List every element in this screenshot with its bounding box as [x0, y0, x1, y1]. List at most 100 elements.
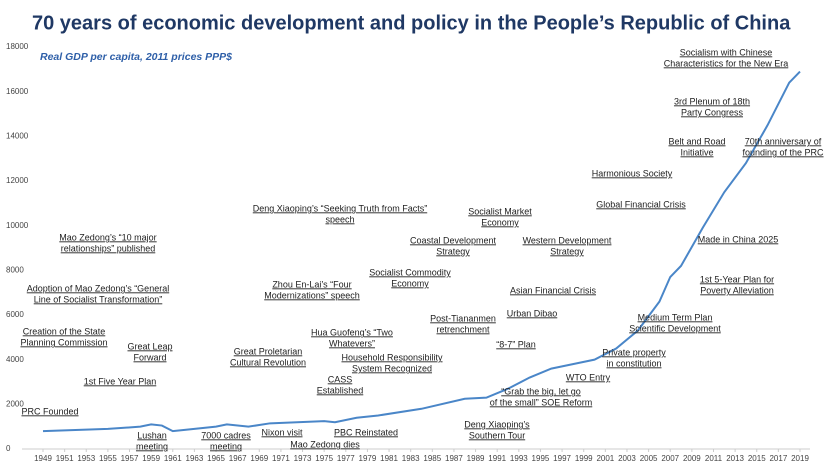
x-tick-label: 2015 — [748, 454, 766, 463]
annotation: Mao Zedong dies — [290, 439, 360, 449]
x-tick-label: 1957 — [121, 454, 139, 463]
x-tick-label: 1961 — [164, 454, 182, 463]
annotation: Characteristics for the New Era — [664, 58, 789, 68]
annotation: relationships” published — [61, 243, 156, 253]
annotation: Zhou En-Lai’s “Four — [272, 279, 351, 289]
annotation: Great Proletarian — [234, 346, 303, 356]
x-tick-label: 1987 — [445, 454, 463, 463]
x-tick-label: 2013 — [726, 454, 744, 463]
annotation: founding of the PRC — [742, 147, 824, 157]
annotation: of the small” SOE Reform — [490, 397, 593, 407]
x-tick-label: 1993 — [510, 454, 528, 463]
annotation: Strategy — [436, 246, 470, 256]
x-tick-label: 2003 — [618, 454, 636, 463]
annotation: Southern Tour — [469, 430, 525, 440]
gdp-line — [42, 70, 801, 433]
annotation: Urban Dibao — [507, 308, 558, 318]
annotation: 1st 5-Year Plan for — [700, 274, 774, 284]
annotation: Socialism with Chinese — [680, 47, 773, 57]
annotation: Asian Financial Crisis — [510, 285, 597, 295]
annotation: Deng Xiaoping’s “Seeking Truth from Fact… — [253, 203, 427, 213]
x-tick-label: 2019 — [791, 454, 809, 463]
annotation: Socialist Market — [468, 206, 532, 216]
x-tick-label: 2005 — [640, 454, 658, 463]
chart-title: 70 years of economic development and pol… — [32, 12, 791, 34]
x-tick-label: 1975 — [315, 454, 333, 463]
annotation: “8-7” Plan — [496, 339, 536, 349]
annotation: Socialist Commodity — [369, 267, 451, 277]
x-tick-label: 1953 — [77, 454, 95, 463]
annotation: Western Development — [523, 235, 612, 245]
annotation: meeting — [136, 441, 168, 451]
x-tick-label: 2017 — [769, 454, 787, 463]
x-tick-label: 1949 — [34, 454, 52, 463]
annotation: Great Leap — [127, 341, 172, 351]
annotation: Mao Zedong’s “10 major — [59, 232, 156, 242]
annotation: Global Financial Crisis — [596, 199, 686, 209]
x-tick-label: 1969 — [250, 454, 268, 463]
x-tick-label: 1985 — [423, 454, 441, 463]
x-tick-label: 1955 — [99, 454, 117, 463]
annotation: Deng Xiaoping’s — [464, 419, 530, 429]
annotation: speech — [325, 214, 354, 224]
annotation: Strategy — [550, 246, 584, 256]
x-tick-label: 1999 — [575, 454, 593, 463]
y-tick-label: 4000 — [6, 355, 24, 364]
x-tick-label: 1971 — [272, 454, 290, 463]
annotation: Medium Term Plan — [638, 312, 713, 322]
annotation: Poverty Alleviation — [700, 285, 774, 295]
x-tick-label: 1963 — [186, 454, 204, 463]
annotation: 7000 cadres — [201, 430, 251, 440]
annotation: PBC Reinstated — [334, 427, 398, 437]
y-tick-label: 18000 — [6, 42, 29, 51]
y-tick-label: 8000 — [6, 265, 24, 274]
x-tick-label: 1989 — [467, 454, 485, 463]
x-tick-label: 1979 — [359, 454, 377, 463]
x-tick-label: 2001 — [596, 454, 614, 463]
x-tick-label: 1997 — [553, 454, 571, 463]
x-tick-label: 1981 — [380, 454, 398, 463]
annotation: Economy — [391, 278, 429, 288]
annotation: PRC Founded — [21, 406, 78, 416]
annotation: WTO Entry — [566, 372, 611, 382]
x-tick-label: 1995 — [532, 454, 550, 463]
annotation: in constitution — [606, 358, 661, 368]
y-tick-label: 12000 — [6, 176, 29, 185]
annotation: Lushan — [137, 430, 167, 440]
annotation: Harmonious Society — [592, 168, 673, 178]
x-tick-label: 1959 — [142, 454, 160, 463]
annotation: Creation of the State — [23, 326, 106, 336]
annotation: CASS — [328, 374, 353, 384]
annotation: meeting — [210, 441, 242, 451]
x-tick-label: 1991 — [488, 454, 506, 463]
annotation: Scientific Development — [629, 323, 721, 333]
y-tick-label: 0 — [6, 444, 11, 453]
annotation: Economy — [481, 217, 519, 227]
y-tick-label: 6000 — [6, 310, 24, 319]
annotation: Private property — [602, 347, 666, 357]
annotation: Whatevers” — [329, 338, 375, 348]
annotation: Modernizations” speech — [264, 290, 360, 300]
x-tick-label: 1951 — [56, 454, 74, 463]
x-tick-label: 1983 — [402, 454, 420, 463]
annotation: Coastal Development — [410, 235, 497, 245]
annotation: Belt and Road — [668, 136, 725, 146]
x-tick-label: 2007 — [661, 454, 679, 463]
x-tick-label: 2011 — [705, 454, 723, 463]
x-tick-label: 1977 — [337, 454, 355, 463]
annotation: Initiative — [680, 147, 713, 157]
annotation: Planning Commission — [20, 337, 107, 347]
annotation: Party Congress — [681, 107, 744, 117]
x-tick-label: 1973 — [294, 454, 312, 463]
chart-subtitle: Real GDP per capita, 2011 prices PPP$ — [40, 51, 232, 63]
y-tick-label: 2000 — [6, 399, 24, 408]
annotation: Established — [317, 385, 364, 395]
annotation: Hua Guofeng’s “Two — [311, 327, 393, 337]
annotation: Cultural Revolution — [230, 357, 306, 367]
x-tick-label: 2009 — [683, 454, 701, 463]
annotation: Forward — [133, 352, 166, 362]
annotation: 70th anniversary of — [745, 136, 822, 146]
annotation: Post-Tiananmen — [430, 313, 496, 323]
